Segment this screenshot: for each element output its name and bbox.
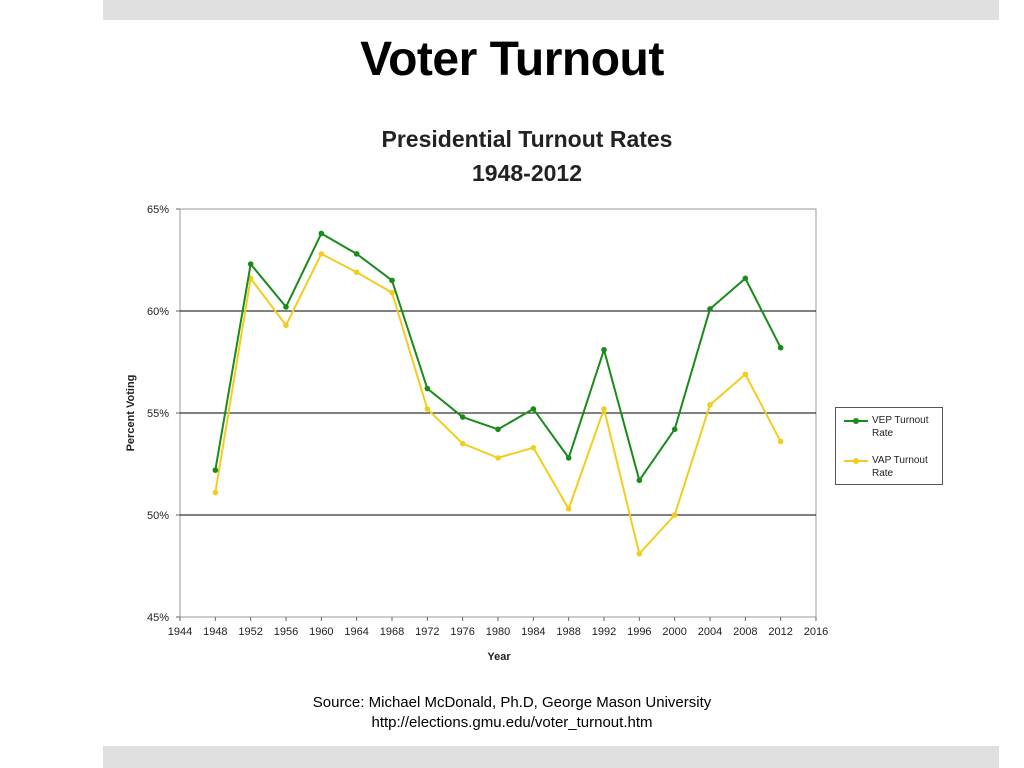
x-tick-label: 1976: [450, 626, 474, 638]
data-point-vep: [424, 385, 431, 392]
x-tick-label: 1984: [521, 626, 545, 638]
x-tick-label: 2000: [662, 626, 686, 638]
data-point-vep: [565, 455, 572, 461]
legend-label-vap: VAP Turnout Rate: [872, 455, 928, 479]
x-tick-label: 2008: [733, 626, 757, 638]
data-point-vep: [353, 251, 360, 257]
slide-title: Voter Turnout: [360, 33, 664, 86]
data-point-vap: [283, 322, 289, 329]
axis-layer: 45% 50% 55% 60% 65% 1944 1948 1952 1956 1960 1964 1…: [147, 204, 828, 638]
bottom-decor-band: [103, 746, 999, 768]
data-point-vap: [636, 550, 643, 557]
data-point-vep: [777, 344, 784, 351]
data-point-vap: [601, 406, 607, 412]
x-tick-label: 1968: [380, 626, 404, 638]
chart-title: Presidential Turnout Rates: [381, 126, 673, 152]
legend-label-vep: VEP Turnout Rate: [872, 415, 929, 439]
y-tick-label: 50%: [147, 510, 169, 522]
data-point-vap: [707, 402, 713, 408]
y-axis-label: Percent Voting: [125, 375, 137, 452]
y-tick-label: 45%: [147, 612, 169, 624]
data-point-vap: [777, 438, 784, 445]
data-point-vep: [318, 230, 325, 237]
data-point-vap: [353, 269, 360, 276]
x-tick-label: 1980: [486, 626, 510, 638]
data-point-vep: [495, 426, 501, 433]
data-point-vep: [247, 261, 254, 267]
data-point-vap: [212, 489, 219, 496]
x-tick-label: 1988: [556, 626, 580, 638]
data-point-vap: [671, 512, 678, 518]
grid-layer: [179, 208, 817, 618]
chart-subtitle: 1948-2012: [472, 160, 582, 186]
data-point-vep: [530, 406, 537, 412]
data-point-vep: [671, 426, 678, 433]
data-point-vap: [318, 251, 325, 257]
x-tick-label: 1948: [203, 626, 227, 638]
data-point-vap: [495, 455, 501, 461]
y-tick-label: 60%: [147, 306, 169, 318]
legend-swatch-vep: [844, 418, 868, 424]
data-point-vep: [389, 277, 395, 284]
x-tick-label: 1996: [627, 626, 651, 638]
y-tick-label: 55%: [147, 408, 169, 420]
data-point-vep: [459, 414, 466, 420]
x-tick-label: 1992: [592, 626, 616, 638]
x-tick-label: 2004: [698, 626, 722, 638]
data-point-vep: [212, 467, 219, 473]
data-point-vap: [565, 506, 572, 512]
x-tick-label: 2016: [804, 626, 828, 638]
legend-swatch-vap: [844, 458, 868, 464]
chart-legend: VEP Turnout Rate VAP Turnout Rate: [835, 407, 943, 485]
top-decor-band: [103, 0, 999, 20]
x-tick-label: 1956: [274, 626, 298, 638]
series-layer: [212, 230, 784, 557]
data-point-vep: [636, 477, 643, 484]
data-point-vap: [742, 371, 749, 378]
x-tick-label: 1972: [415, 626, 439, 638]
x-tick-label: 1964: [344, 626, 368, 638]
source-url: http://elections.gmu.edu/voter_turnout.h…: [371, 714, 653, 731]
data-point-vep: [283, 304, 289, 310]
data-point-vap: [389, 289, 395, 296]
data-point-vep: [742, 275, 749, 282]
y-tick-label: 65%: [147, 204, 169, 216]
x-axis-label: Year: [487, 651, 511, 663]
x-tick-label: 2012: [768, 626, 792, 638]
x-tick-label: 1960: [309, 626, 333, 638]
x-tick-label: 1944: [168, 626, 192, 638]
data-point-vep: [707, 306, 713, 312]
x-tick-label: 1952: [238, 626, 262, 638]
data-point-vep: [601, 346, 607, 353]
data-point-vap: [424, 406, 431, 412]
source-credit: Source: Michael McDonald, Ph.D, George M…: [312, 694, 712, 711]
data-point-vap: [459, 440, 466, 447]
data-point-vap: [530, 444, 537, 451]
